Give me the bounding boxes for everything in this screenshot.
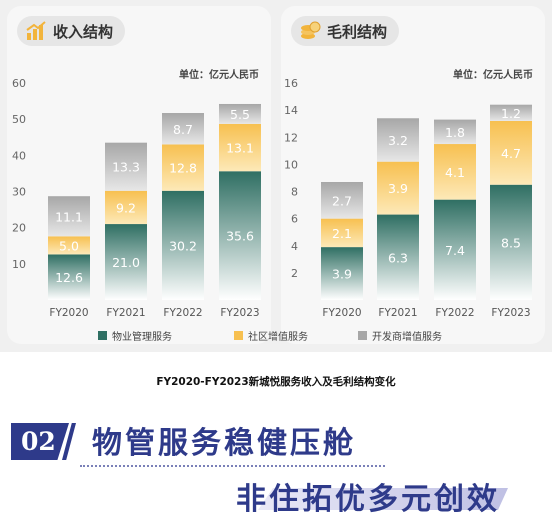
bar-segment bbox=[48, 196, 90, 237]
bar-segment bbox=[434, 144, 476, 200]
dotted-divider bbox=[80, 465, 385, 467]
section-number: 02 bbox=[21, 427, 56, 456]
bar-segment bbox=[162, 190, 204, 300]
bar-segment bbox=[105, 224, 147, 300]
bar-segment bbox=[219, 171, 261, 300]
bar-segment bbox=[490, 104, 532, 121]
bar-segment bbox=[105, 190, 147, 225]
y-tick-label: 16 bbox=[284, 77, 298, 90]
x-tick-label: FY2023 bbox=[491, 307, 530, 319]
y-tick-label: 50 bbox=[12, 113, 26, 126]
legend-item-property: 物业管理服务 bbox=[98, 328, 172, 343]
bar-segment bbox=[321, 218, 363, 248]
y-tick-label: 14 bbox=[284, 104, 298, 117]
stacked-bar-charts: 10 20 30 40 50 60 12.6 5.0 11.1 FY2020 21.0 9.2 13.3… bbox=[12, 77, 532, 319]
y-tick-label: 6 bbox=[291, 213, 298, 226]
data-label: 8.7 bbox=[173, 122, 193, 137]
bar-segment bbox=[48, 254, 90, 300]
revenue-chart-title: 收入结构 bbox=[53, 22, 114, 41]
x-tick-label: FY2020 bbox=[322, 307, 361, 319]
bar-segment bbox=[162, 113, 204, 145]
data-label: 12.8 bbox=[169, 161, 197, 176]
x-tick-label: FY2020 bbox=[49, 307, 88, 319]
data-label: 13.1 bbox=[226, 141, 254, 156]
x-tick-label: FY2022 bbox=[163, 307, 202, 319]
bar-segment bbox=[377, 118, 419, 162]
data-label: 2.7 bbox=[332, 193, 352, 208]
bar-segment bbox=[321, 182, 363, 219]
y-tick-label: 30 bbox=[12, 186, 26, 199]
figure-caption: FY2020-FY2023新城悦服务收入及毛利结构变化 bbox=[156, 376, 396, 388]
bar-segment bbox=[490, 184, 532, 300]
y-tick-label: 60 bbox=[12, 77, 26, 90]
legend-swatch bbox=[358, 331, 367, 340]
y-tick-label: 12 bbox=[284, 131, 298, 144]
bar-segment bbox=[105, 142, 147, 191]
profit-unit-label: 单位：亿元人民币 bbox=[453, 70, 533, 81]
bar-segment bbox=[219, 123, 261, 172]
y-tick-label: 2 bbox=[291, 267, 298, 280]
data-label: 12.6 bbox=[55, 270, 83, 285]
data-label: 1.8 bbox=[445, 125, 465, 140]
data-label: 1.2 bbox=[501, 106, 521, 121]
x-tick-label: FY2021 bbox=[378, 307, 417, 319]
revenue-unit-label: 单位：亿元人民币 bbox=[179, 70, 259, 81]
bar-segment bbox=[219, 103, 261, 124]
profit-chart-title: 毛利结构 bbox=[327, 22, 388, 41]
bar-segment bbox=[377, 214, 419, 300]
legend-swatch bbox=[98, 331, 107, 340]
x-tick-label: FY2022 bbox=[435, 307, 474, 319]
coins-icon bbox=[301, 21, 321, 39]
data-label: 9.2 bbox=[116, 200, 136, 215]
subheadline-highlight bbox=[258, 488, 508, 510]
y-tick-label: 8 bbox=[291, 186, 298, 199]
legend-label: 开发商增值服务 bbox=[372, 332, 442, 343]
data-label: 3.9 bbox=[388, 181, 408, 196]
x-tick-label: FY2023 bbox=[220, 307, 259, 319]
data-label: 4.7 bbox=[501, 146, 521, 161]
data-label: 30.2 bbox=[169, 238, 197, 253]
y-tick-label: 10 bbox=[284, 158, 298, 171]
charts-area: 收入结构 单位：亿元人民币 毛利结构 单位：亿元人民币 bbox=[0, 0, 552, 352]
data-label: 5.5 bbox=[230, 107, 250, 122]
bar-segment bbox=[434, 199, 476, 300]
bar-chart-icon bbox=[26, 21, 46, 40]
legend-label: 社区增值服务 bbox=[248, 332, 308, 343]
data-label: 35.6 bbox=[226, 229, 254, 244]
bar-segment bbox=[377, 161, 419, 215]
data-label: 3.9 bbox=[332, 267, 352, 282]
data-label: 3.2 bbox=[388, 133, 408, 148]
bar-segment bbox=[434, 119, 476, 145]
revenue-title-pill: 收入结构 bbox=[17, 16, 126, 46]
data-label: 11.1 bbox=[55, 209, 83, 224]
data-label: 13.3 bbox=[112, 160, 140, 175]
y-tick-label: 40 bbox=[12, 149, 26, 162]
y-tick-label: 20 bbox=[12, 222, 26, 235]
data-label: 6.3 bbox=[388, 250, 408, 265]
legend-swatch bbox=[234, 331, 243, 340]
legend-item-developer: 开发商增值服务 bbox=[358, 328, 442, 343]
bar-segment bbox=[48, 236, 90, 255]
data-label: 5.0 bbox=[59, 238, 79, 253]
data-label: 21.0 bbox=[112, 255, 140, 270]
y-tick-label: 10 bbox=[12, 258, 26, 271]
data-label: 2.1 bbox=[332, 226, 352, 241]
data-label: 4.1 bbox=[445, 165, 465, 180]
legend-item-community: 社区增值服务 bbox=[234, 328, 308, 343]
y-tick-label: 4 bbox=[291, 240, 298, 253]
bar-segment bbox=[321, 247, 363, 300]
x-tick-label: FY2021 bbox=[106, 307, 145, 319]
section-subheadline: 非住拓优多元创效 bbox=[236, 482, 500, 517]
data-label: 8.5 bbox=[501, 235, 521, 250]
data-label: 7.4 bbox=[445, 243, 465, 258]
bar-segment bbox=[162, 144, 204, 191]
legend-label: 物业管理服务 bbox=[112, 332, 172, 343]
section-number-badge: 02 bbox=[11, 423, 69, 460]
section-headline: 物管服务稳健压舱 bbox=[92, 426, 356, 461]
bar-segment bbox=[490, 120, 532, 185]
profit-title-pill: 毛利结构 bbox=[291, 16, 400, 46]
